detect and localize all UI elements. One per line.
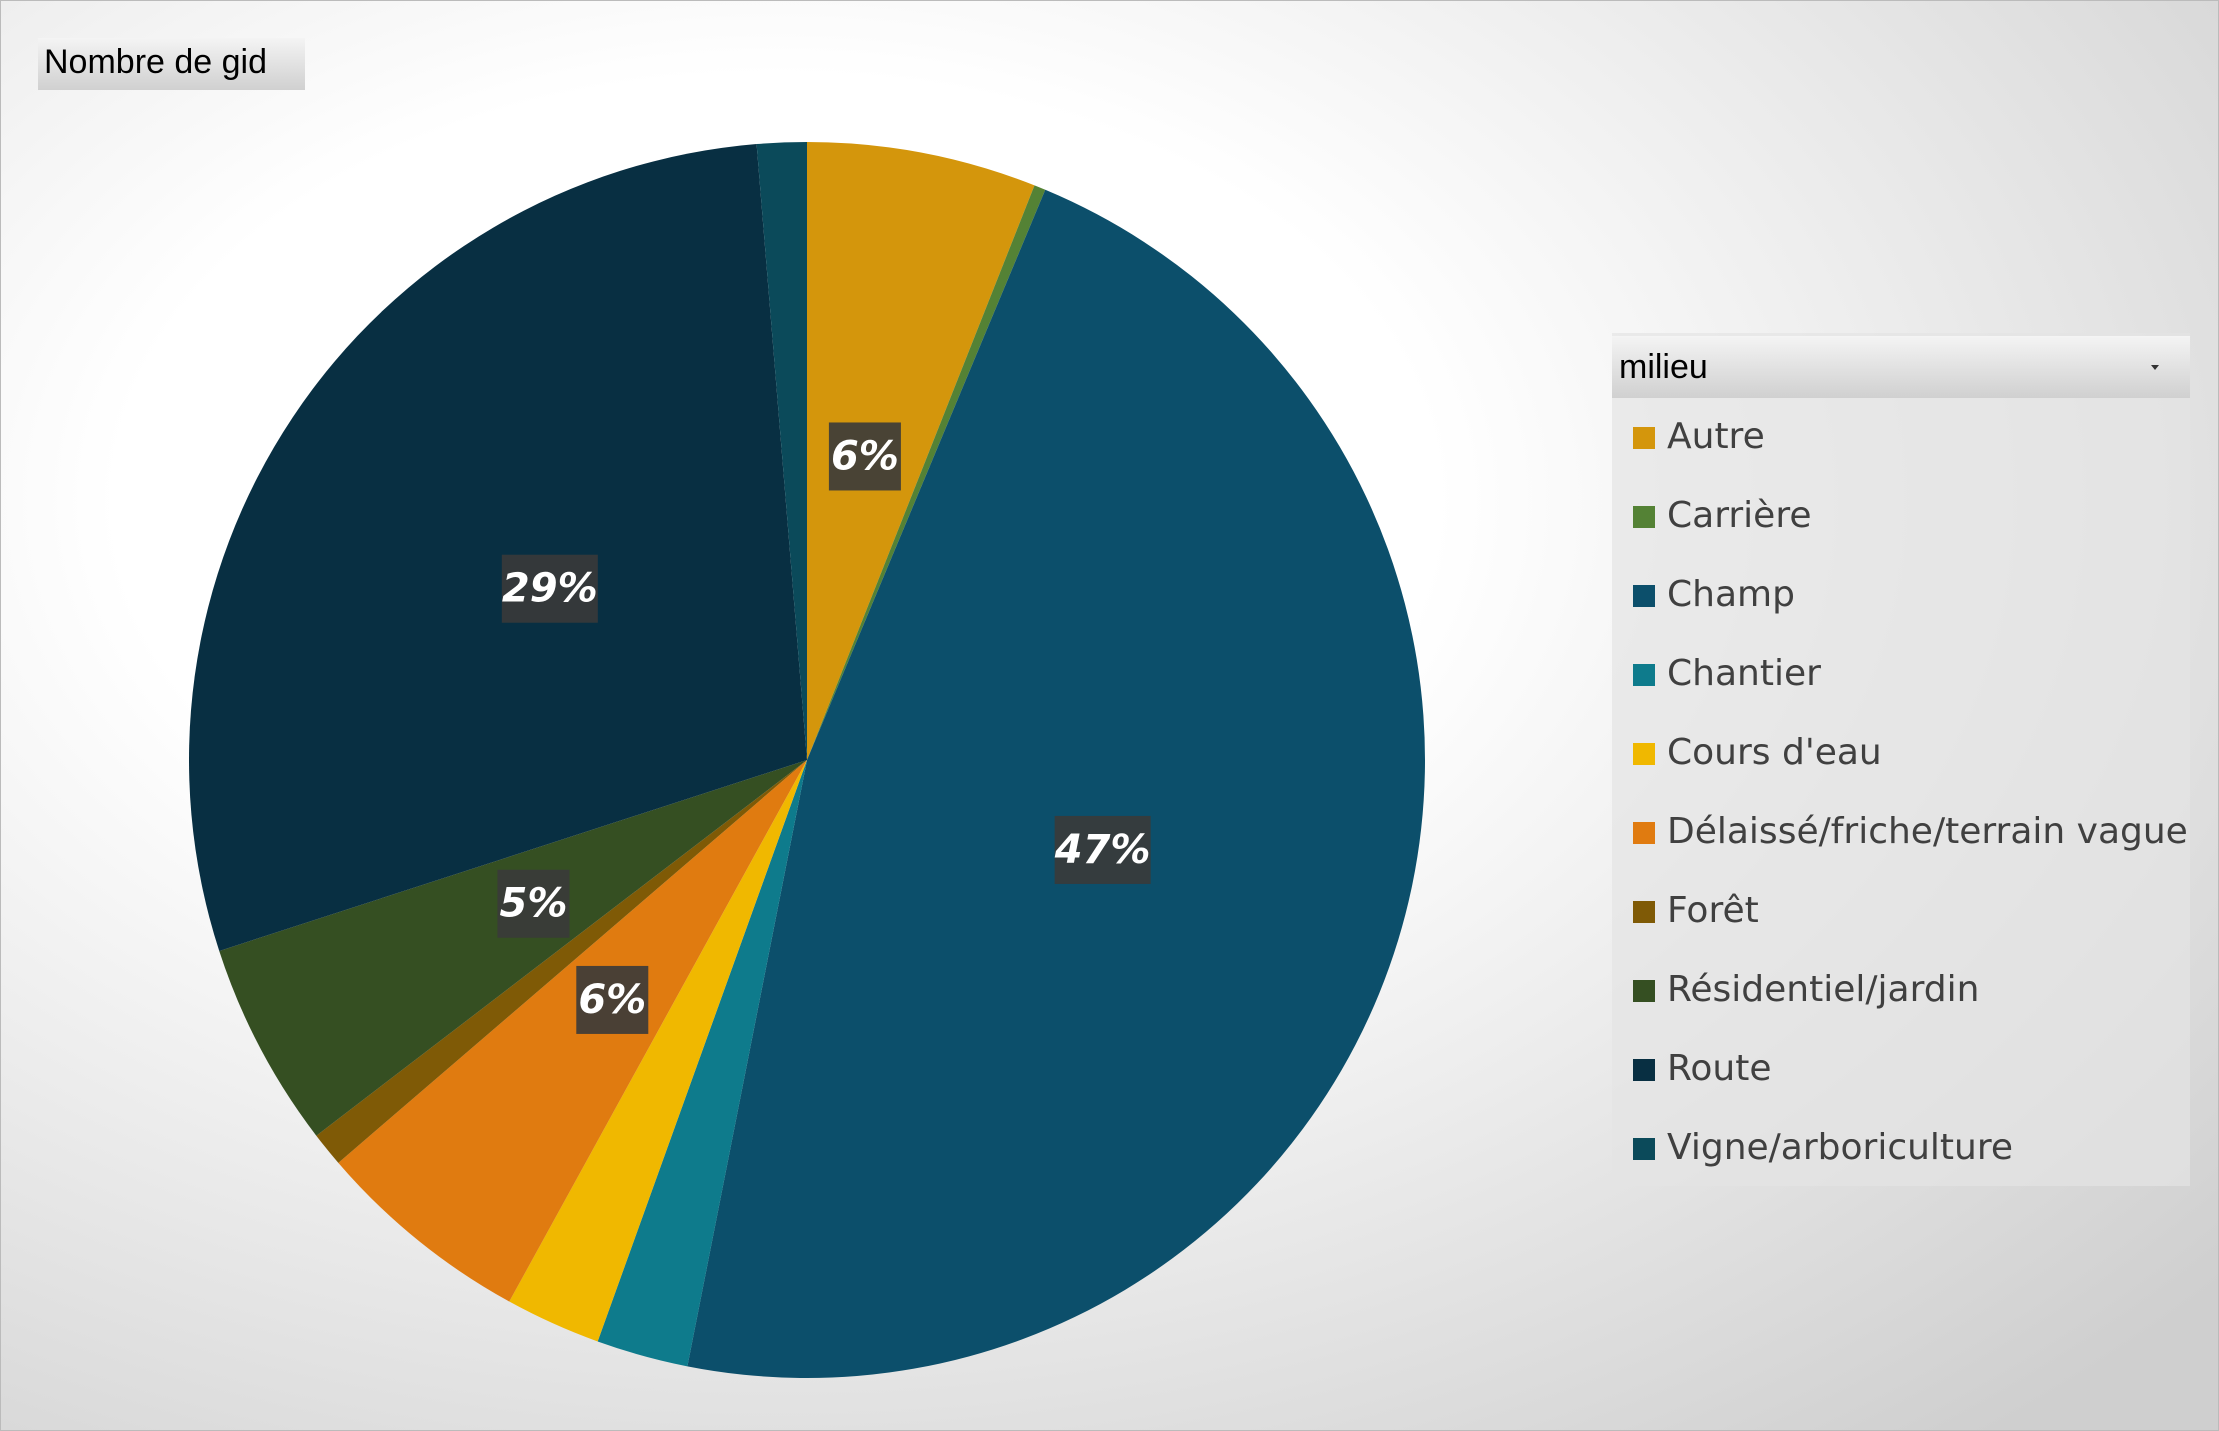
legend-swatch (1633, 506, 1655, 528)
legend-swatch (1633, 743, 1655, 765)
legend-swatch (1633, 585, 1655, 607)
legend-label: Forêt (1667, 890, 1759, 931)
legend-label: Délaissé/friche/terrain vague (1667, 811, 2188, 852)
data-label-box (497, 869, 570, 938)
legend-swatch (1633, 1059, 1655, 1081)
pie-slice (807, 142, 1035, 760)
pie-slice (219, 760, 807, 1136)
legend-label: Résidentiel/jardin (1667, 969, 1979, 1010)
legend-swatch (1633, 1138, 1655, 1160)
pie-slice (807, 185, 1046, 760)
legend-swatch (1633, 427, 1655, 449)
data-label: 5% (500, 881, 568, 927)
legend-label: Vigne/arboriculture (1667, 1127, 2013, 1168)
legend-label: Route (1667, 1048, 1772, 1089)
field-button[interactable] (38, 38, 305, 90)
pie-slice (509, 760, 807, 1342)
data-label: 6% (578, 977, 646, 1023)
legend-label: Champ (1667, 574, 1795, 615)
pie-slice (338, 760, 807, 1302)
data-label-box (501, 554, 598, 623)
legend-swatch (1633, 664, 1655, 686)
data-label-box (576, 965, 649, 1034)
legend-box (1612, 333, 2190, 1186)
dropdown-arrow[interactable] (2151, 365, 2159, 370)
legend-swatch (1633, 822, 1655, 844)
legend-label: Autre (1667, 416, 1765, 457)
data-label-box (828, 422, 901, 491)
pie-slice (316, 760, 807, 1163)
legend-title[interactable]: milieu (1619, 348, 1708, 386)
pie-slice (597, 760, 807, 1367)
legend-label: Cours d'eau (1667, 732, 1882, 773)
legend-label: Chantier (1667, 653, 1821, 694)
pie-slice (756, 142, 807, 760)
data-label: 47% (1054, 827, 1151, 873)
pie-slice (687, 189, 1426, 1379)
legend-header[interactable] (1612, 336, 2190, 398)
legend-swatch (1633, 901, 1655, 923)
data-label: 6% (831, 433, 899, 479)
data-label-box (1054, 815, 1151, 884)
pie-slice (188, 144, 807, 951)
chart-title[interactable]: Nombre de gid (44, 43, 267, 81)
legend-label: Carrière (1667, 495, 1811, 536)
data-label: 29% (502, 566, 598, 612)
legend-swatch (1633, 980, 1655, 1002)
